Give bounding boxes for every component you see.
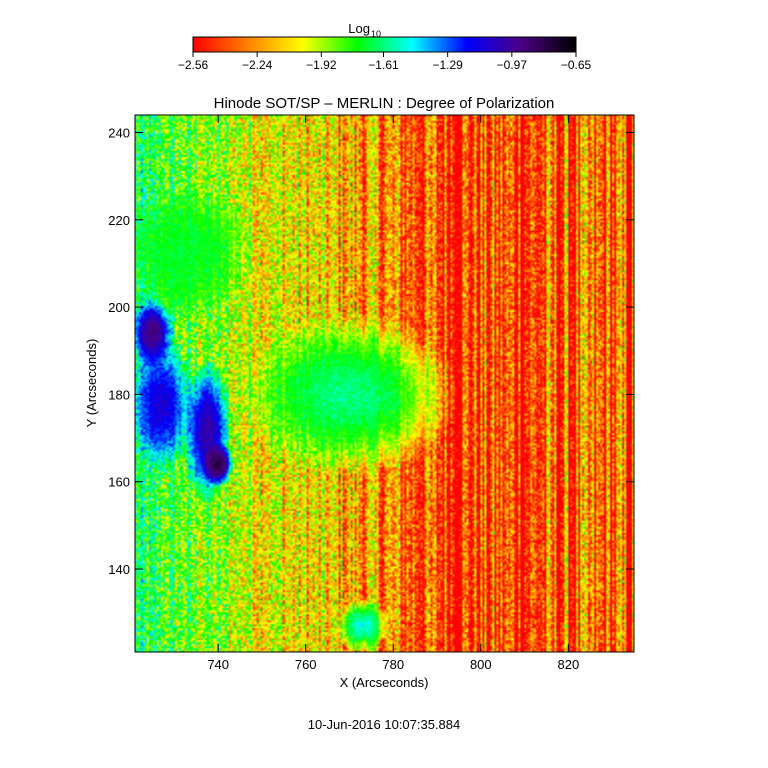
x-tick-label: 740 [207,657,229,672]
chart-title: Hinode SOT/SP – MERLIN : Degree of Polar… [214,95,555,112]
x-tick-label: 760 [295,657,317,672]
x-tick-label: 820 [557,657,579,672]
colorbar: Log 10 −2.56 −2.24 −1.92 −1.61 −1.29 −0.97 −0.… [178,21,592,72]
colorbar-tick-label: −0.97 [497,58,528,72]
colorbar-tick-label: −1.92 [306,58,337,72]
y-tick-label: 160 [108,475,130,490]
colorbar-label: Log [348,21,370,36]
y-axis-label: Y (Arcseconds) [84,339,99,428]
y-tick-label: 140 [108,562,130,577]
y-tick-label: 220 [108,213,130,228]
x-axis-label: X (Arcseconds) [340,675,429,690]
y-axis-ticks: 140 160 180 200 220 240 [108,125,634,577]
y-tick-label: 180 [108,387,130,402]
x-tick-label: 780 [382,657,404,672]
plot-area: 740 760 780 800 820 140 160 180 200 220 240 [108,114,635,672]
colorbar-ticks: −2.56 −2.24 −1.92 −1.61 −1.29 −0.97 −0.65 [178,52,592,72]
y-tick-label: 200 [108,300,130,315]
colorbar-label-subscript: 10 [371,29,381,39]
heatmap-image [135,115,634,652]
y-tick-label: 240 [108,125,130,140]
plot-frame [134,114,635,653]
x-axis-ticks: 740 760 780 800 820 [207,115,579,672]
timestamp: 10-Jun-2016 10:07:35.884 [308,717,461,732]
colorbar-tick-label: −2.24 [242,58,273,72]
colorbar-tick-label: −2.56 [178,58,209,72]
colorbar-tick-label: −1.29 [432,58,463,72]
colorbar-gradient [192,36,577,53]
x-tick-label: 800 [470,657,492,672]
colorbar-tick-label: −1.61 [368,58,399,72]
colorbar-tick-label: −0.65 [561,58,592,72]
